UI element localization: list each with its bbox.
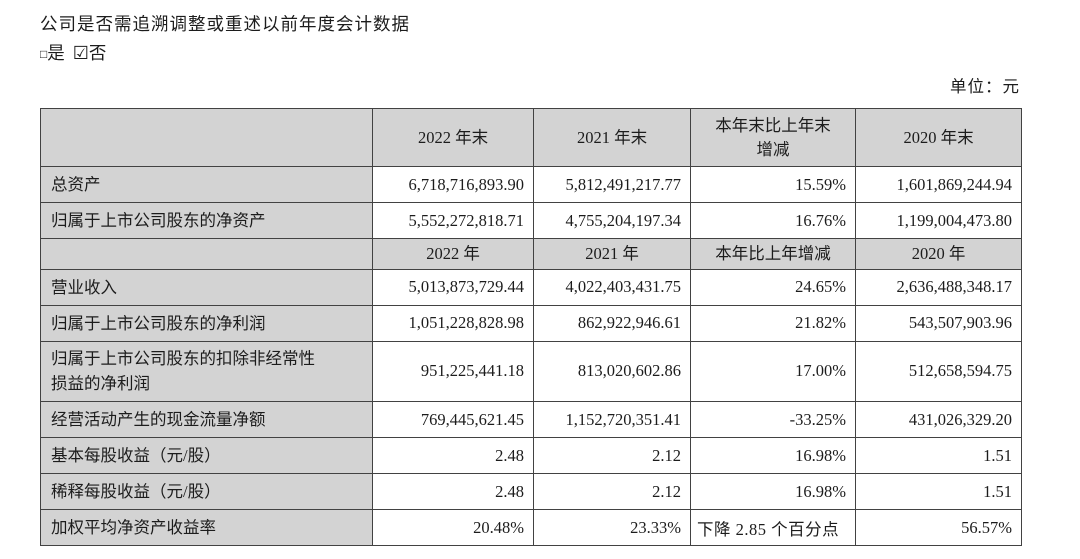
checkbox-no: ☑否: [73, 43, 107, 63]
value-cell: 2,636,488,348.17: [855, 268, 1022, 306]
value-cell: 2.48: [372, 473, 534, 511]
header-cell: 2022 年末: [372, 108, 534, 167]
value-cell: 1.51: [855, 473, 1022, 511]
value-cell: 2.48: [372, 437, 534, 475]
value-cell: 20.48%: [372, 509, 534, 547]
value-cell: 下降 2.85 个百分点: [690, 509, 856, 547]
unit-label: 单位：元: [950, 77, 1020, 96]
row-label-cell: 归属于上市公司股东的净资产: [40, 202, 373, 239]
financial-summary-table: 2022 年末 2021 年末 本年末比上年末 增减 2020 年末 总资产 6,718,7…: [40, 108, 1022, 547]
header-cell: 2021 年末: [533, 108, 691, 167]
value-cell: 5,812,491,217.77: [533, 166, 691, 203]
header-cell: 2020 年末: [855, 108, 1022, 167]
table-row: 基本每股收益（元/股） 2.48 2.12 16.98% 1.51: [40, 437, 1022, 475]
checkbox-yes: □是: [40, 43, 65, 63]
header-cell: 2022 年: [372, 238, 534, 270]
value-cell: 5,552,272,818.71: [372, 202, 534, 239]
value-cell: 56.57%: [855, 509, 1022, 547]
table-row: 稀释每股收益（元/股） 2.48 2.12 16.98% 1.51: [40, 473, 1022, 511]
value-cell: 1,601,869,244.94: [855, 166, 1022, 203]
checkbox-unchecked-icon: □: [40, 47, 48, 61]
table-row: 归属于上市公司股东的扣除非经常性 损益的净利润 951,225,441.18 813,…: [40, 340, 1022, 403]
table-header-row: 2022 年 2021 年本年比上年增减 2020 年: [40, 238, 1022, 270]
value-cell: 862,922,946.61: [533, 304, 691, 342]
restatement-answer-line: □是 ☑否: [40, 40, 114, 65]
value-cell: 16.98%: [690, 473, 856, 511]
table-header-row: 2022 年末 2021 年末 本年末比上年末 增减 2020 年末: [40, 108, 1022, 167]
financial-table-body: 2022 年末 2021 年末 本年末比上年末 增减 2020 年末 总资产 6,718,7…: [40, 108, 1022, 547]
value-cell: -33.25%: [690, 401, 856, 439]
row-label-cell: 稀释每股收益（元/股）: [40, 473, 373, 511]
table-row: 归属于上市公司股东的净利润 1,051,228,828.98 862,922,946…: [40, 304, 1022, 342]
header-cell: 2020 年: [855, 238, 1022, 270]
value-cell: 23.33%: [533, 509, 691, 547]
value-cell: 2.12: [533, 473, 691, 511]
header-cell: 本年末比上年末 增减: [690, 108, 856, 167]
row-label-cell: 总资产: [40, 166, 373, 203]
restatement-question-text: 公司是否需追溯调整或重述以前年度会计数据: [40, 14, 410, 34]
checkbox-no-label: 否: [88, 43, 107, 63]
row-label-cell: 加权平均净资产收益率: [40, 509, 373, 547]
value-cell: 543,507,903.96: [855, 304, 1022, 342]
checkbox-yes-label: 是: [47, 43, 65, 63]
value-cell: 6,718,716,893.90: [372, 166, 534, 203]
value-cell: 17.00%: [690, 340, 856, 403]
value-cell: 1,152,720,351.41: [533, 401, 691, 439]
value-cell: 512,658,594.75: [855, 340, 1022, 403]
value-cell: 5,013,873,729.44: [372, 268, 534, 306]
value-cell: 16.98%: [690, 437, 856, 475]
checkbox-checked-icon: ☑: [72, 43, 89, 63]
row-label-cell: 经营活动产生的现金流量净额: [40, 401, 373, 439]
value-cell: 1,051,228,828.98: [372, 304, 534, 342]
value-cell: 769,445,621.45: [372, 401, 534, 439]
value-cell: 15.59%: [690, 166, 856, 203]
table-row: 总资产 6,718,716,893.90 5,812,491,217.77 15.59…: [40, 166, 1022, 203]
value-cell: 16.76%: [690, 202, 856, 239]
value-cell: 24.65%: [690, 268, 856, 306]
header-cell: [40, 238, 373, 270]
value-cell: 4,755,204,197.34: [533, 202, 691, 239]
header-cell: 本年比上年增减: [690, 238, 856, 270]
value-cell: 4,022,403,431.75: [533, 268, 691, 306]
value-cell: 1,199,004,473.80: [855, 202, 1022, 239]
table-row: 加权平均净资产收益率 20.48% 23.33% 下降 2.85 个百分点 56.57%: [40, 509, 1022, 547]
header-cell: 2021 年: [533, 238, 691, 270]
value-cell: 813,020,602.86: [533, 340, 691, 403]
table-row: 营业收入 5,013,873,729.44 4,022,403,431.75 24.6…: [40, 268, 1022, 306]
value-cell: 1.51: [855, 437, 1022, 475]
value-cell: 2.12: [533, 437, 691, 475]
table-row: 经营活动产生的现金流量净额 769,445,621.45 1,152,720,351…: [40, 401, 1022, 439]
value-cell: 21.82%: [690, 304, 856, 342]
value-cell: 431,026,329.20: [855, 401, 1022, 439]
row-label-cell: 营业收入: [40, 268, 373, 306]
value-cell: 951,225,441.18: [372, 340, 534, 403]
header-cell: [40, 108, 373, 167]
row-label-cell: 归属于上市公司股东的净利润: [40, 304, 373, 342]
row-label-cell: 基本每股收益（元/股）: [40, 437, 373, 475]
row-label-cell: 归属于上市公司股东的扣除非经常性 损益的净利润: [40, 340, 373, 403]
table-row: 归属于上市公司股东的净资产 5,552,272,818.71 4,755,204,1…: [40, 202, 1022, 239]
